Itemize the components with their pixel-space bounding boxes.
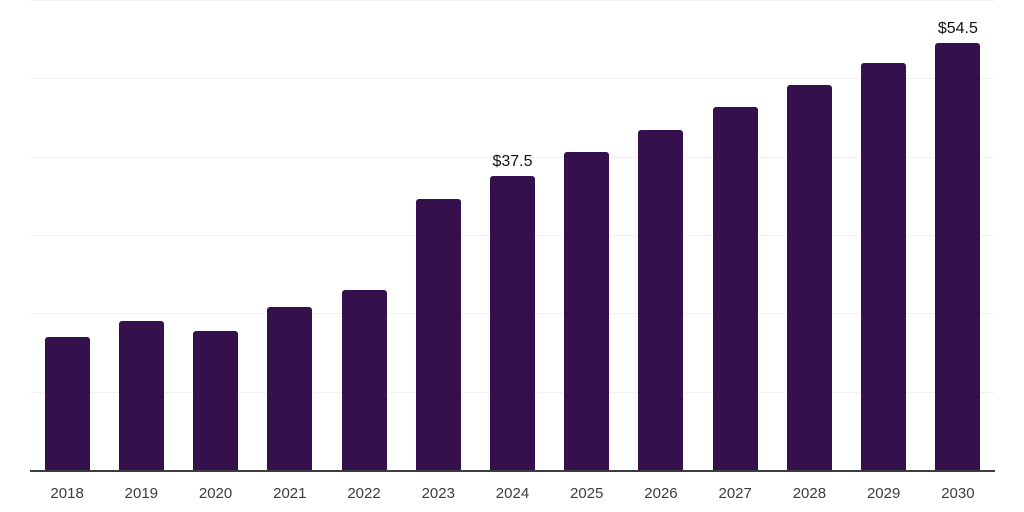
bar-2018 — [44, 336, 90, 470]
data-label-2024: $37.5 — [492, 153, 533, 171]
plot-area: $37.5 $54.5 — [30, 0, 995, 472]
bar-2026 — [638, 130, 684, 470]
bar-2020 — [193, 331, 239, 470]
bar-2022 — [341, 289, 387, 470]
x-tick-2026: 2026 — [644, 485, 678, 502]
bar-2023 — [415, 198, 461, 470]
bar-2029 — [861, 63, 907, 470]
gridline-40 — [30, 156, 995, 158]
x-tick-2022: 2022 — [347, 485, 381, 502]
x-tick-2019: 2019 — [124, 485, 159, 502]
bar-2030 — [935, 43, 981, 470]
data-label-2030: $54.5 — [937, 20, 978, 38]
gridline-60 — [30, 0, 995, 1]
x-tick-2030: 2030 — [941, 485, 975, 502]
bar-2027 — [712, 107, 758, 470]
x-tick-2027: 2027 — [718, 485, 752, 502]
gridline-50 — [30, 78, 995, 80]
x-tick-2020: 2020 — [198, 485, 233, 502]
bar-2019 — [118, 321, 164, 470]
bar-2025 — [564, 151, 610, 470]
bar-2028 — [786, 85, 832, 470]
x-tick-2024: 2024 — [495, 485, 530, 502]
x-tick-2029: 2029 — [866, 485, 901, 502]
x-tick-2018: 2018 — [50, 485, 84, 502]
bar-2024 — [490, 176, 535, 470]
x-tick-2028: 2028 — [792, 485, 827, 502]
x-tick-2021: 2021 — [273, 485, 307, 502]
bar-2021 — [267, 307, 313, 470]
x-tick-2023: 2023 — [421, 485, 455, 502]
x-axis: 2018 2019 2020 2021 2022 2023 2024 2025 2026 2027… — [30, 484, 995, 508]
x-tick-2025: 2025 — [570, 485, 604, 502]
